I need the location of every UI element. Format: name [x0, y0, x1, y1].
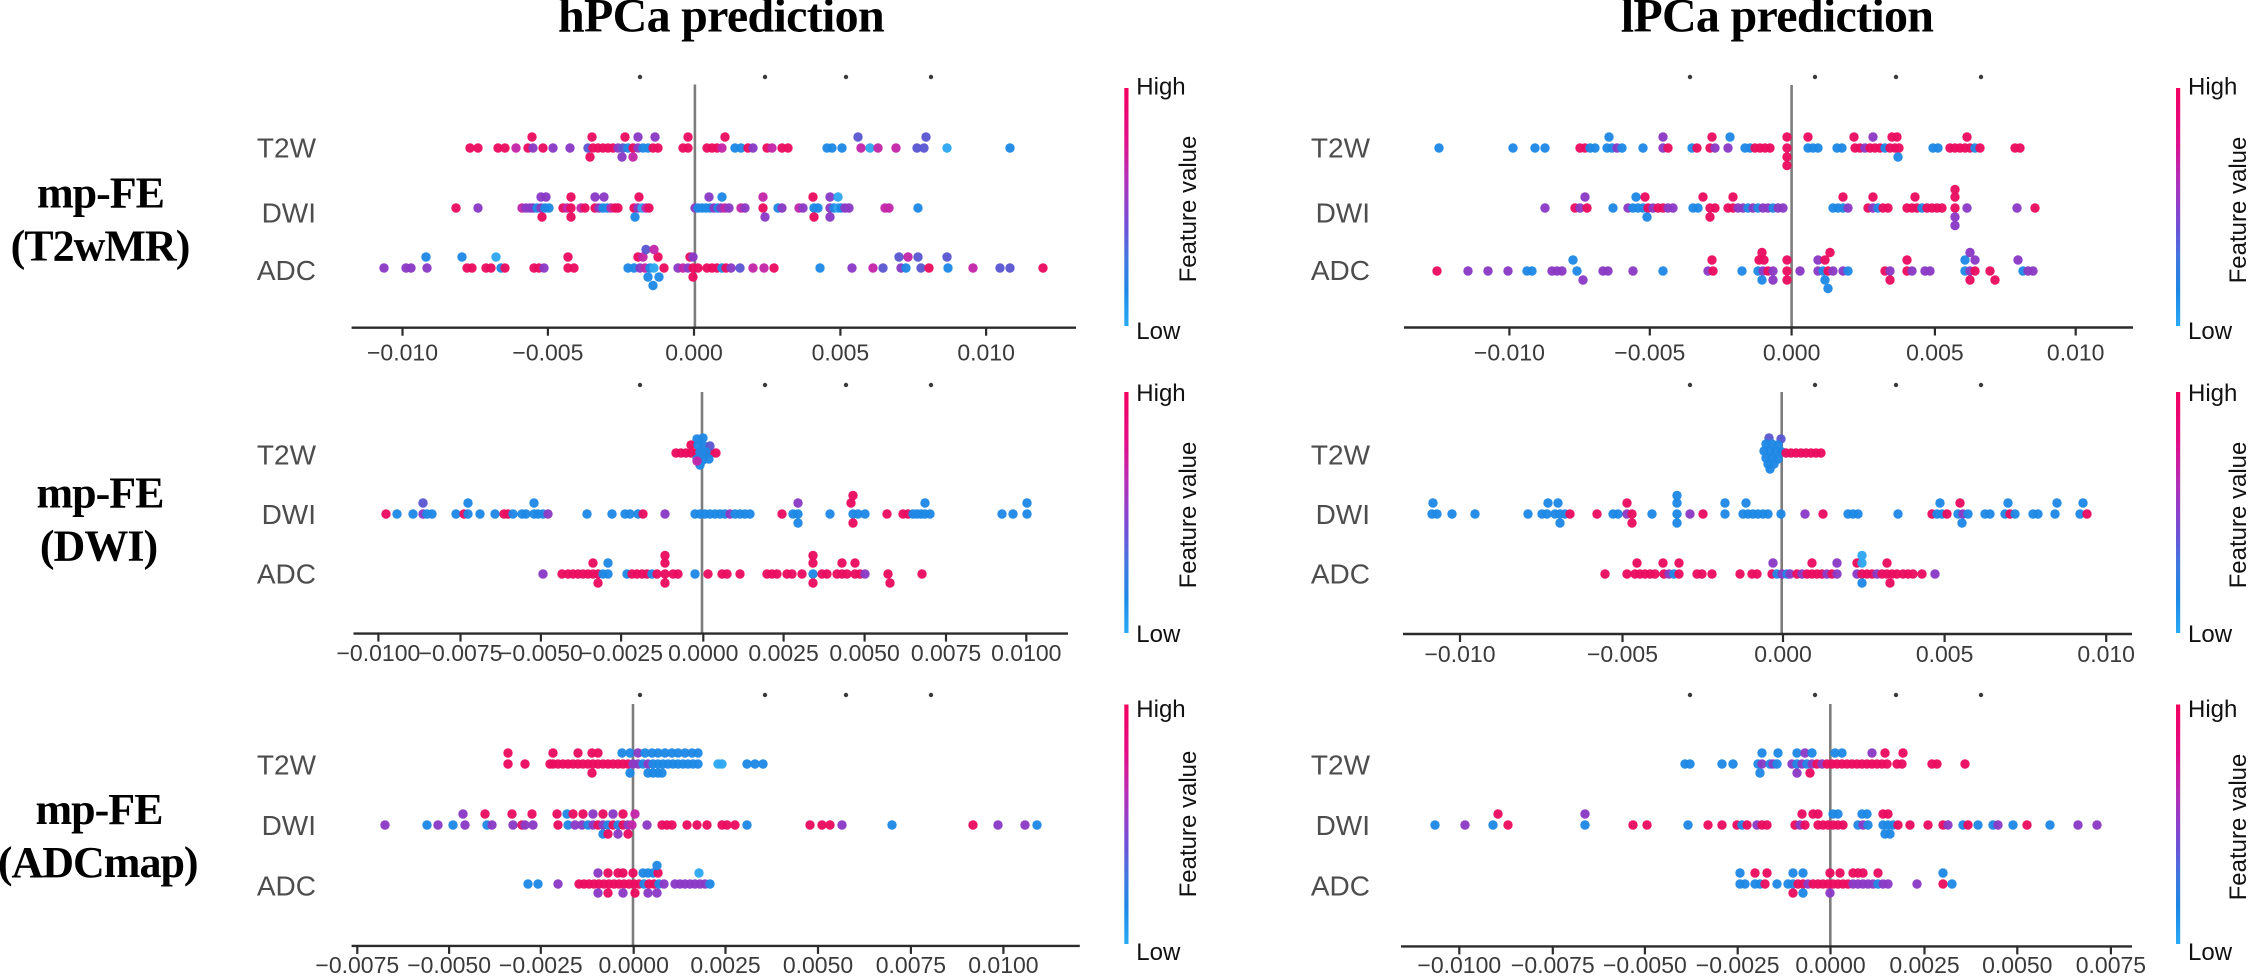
svg-text:−0.0075: −0.0075 [315, 952, 399, 978]
svg-text:ADC: ADC [257, 559, 316, 590]
svg-text:−0.0075: −0.0075 [419, 640, 503, 666]
svg-text:T2W: T2W [257, 749, 317, 780]
svg-text:T2W: T2W [257, 439, 317, 470]
svg-text:0.0100: 0.0100 [991, 640, 1061, 666]
svg-text:0.000: 0.000 [1763, 340, 1821, 366]
svg-text:−0.0050: −0.0050 [407, 952, 491, 978]
svg-text:0.005: 0.005 [1906, 340, 1964, 366]
svg-text:Feature value: Feature value [2225, 137, 2250, 284]
svg-text:DWI: DWI [1316, 499, 1370, 530]
svg-text:0.000: 0.000 [1754, 641, 1812, 667]
svg-text:−0.005: −0.005 [1587, 641, 1658, 667]
svg-text:−0.010: −0.010 [1474, 340, 1545, 366]
svg-text:0.0100: 0.0100 [968, 952, 1038, 978]
svg-text:High: High [2188, 74, 2237, 101]
svg-text:High: High [2188, 380, 2237, 407]
svg-text:0.0025: 0.0025 [1889, 952, 1959, 978]
svg-text:ADC: ADC [257, 255, 316, 286]
svg-text:DWI: DWI [262, 198, 316, 229]
svg-text:Low: Low [2188, 621, 2233, 648]
svg-text:High: High [1136, 696, 1185, 723]
svg-text:Low: Low [2188, 939, 2233, 966]
svg-text:−0.010: −0.010 [1425, 641, 1496, 667]
svg-text:0.005: 0.005 [812, 340, 870, 366]
svg-text:0.0075: 0.0075 [2076, 952, 2146, 978]
svg-text:Low: Low [1136, 318, 1181, 345]
svg-text:−0.0100: −0.0100 [1417, 952, 1501, 978]
svg-text:0.0050: 0.0050 [829, 640, 899, 666]
svg-text:DWI: DWI [262, 810, 316, 841]
svg-text:High: High [1136, 380, 1185, 407]
svg-text:0.0025: 0.0025 [690, 952, 760, 978]
svg-text:Low: Low [2188, 318, 2233, 345]
svg-text:Feature value: Feature value [1175, 442, 1202, 589]
svg-text:0.0000: 0.0000 [668, 640, 738, 666]
svg-text:0.0075: 0.0075 [911, 640, 981, 666]
svg-text:−0.0025: −0.0025 [579, 640, 663, 666]
svg-text:0.000: 0.000 [665, 340, 723, 366]
svg-text:mp-FE: mp-FE [36, 785, 163, 834]
svg-text:ADC: ADC [1311, 255, 1370, 286]
svg-text:ADC: ADC [1311, 871, 1370, 902]
svg-text:High: High [2188, 696, 2237, 723]
svg-text:Low: Low [1136, 939, 1181, 966]
svg-text:(DWI): (DWI) [40, 522, 157, 571]
svg-text:−0.0100: −0.0100 [337, 640, 421, 666]
svg-text:−0.005: −0.005 [1614, 340, 1685, 366]
svg-text:0.0050: 0.0050 [1982, 952, 2052, 978]
svg-text:−0.0025: −0.0025 [1696, 952, 1780, 978]
svg-text:(T2wMR): (T2wMR) [11, 222, 190, 271]
svg-text:ADC: ADC [1311, 559, 1370, 590]
svg-text:T2W: T2W [1311, 133, 1371, 164]
svg-text:−0.0075: −0.0075 [1511, 952, 1595, 978]
svg-text:Low: Low [1136, 621, 1181, 648]
svg-text:Feature value: Feature value [1175, 751, 1202, 898]
svg-text:hPCa prediction: hPCa prediction [558, 0, 884, 43]
svg-text:0.0025: 0.0025 [748, 640, 818, 666]
svg-text:0.010: 0.010 [2077, 641, 2135, 667]
svg-text:0.0000: 0.0000 [599, 952, 669, 978]
svg-text:0.005: 0.005 [1916, 641, 1974, 667]
svg-text:−0.0050: −0.0050 [499, 640, 583, 666]
svg-text:DWI: DWI [262, 499, 316, 530]
svg-text:−0.0050: −0.0050 [1603, 952, 1687, 978]
svg-text:T2W: T2W [257, 133, 317, 164]
svg-text:0.010: 0.010 [957, 340, 1015, 366]
svg-text:T2W: T2W [1311, 439, 1371, 470]
svg-text:−0.005: −0.005 [512, 340, 583, 366]
svg-text:(ADCmap): (ADCmap) [0, 838, 198, 887]
svg-text:lPCa prediction: lPCa prediction [1621, 0, 1934, 43]
svg-text:DWI: DWI [1316, 198, 1370, 229]
svg-text:0.0000: 0.0000 [1795, 952, 1865, 978]
svg-text:High: High [1136, 74, 1185, 101]
svg-text:−0.010: −0.010 [367, 340, 438, 366]
svg-text:0.0075: 0.0075 [876, 952, 946, 978]
svg-text:Feature value: Feature value [2225, 442, 2250, 589]
svg-text:−0.0025: −0.0025 [499, 952, 583, 978]
svg-text:0.010: 0.010 [2047, 340, 2105, 366]
svg-text:DWI: DWI [1316, 810, 1370, 841]
svg-text:mp-FE: mp-FE [37, 469, 164, 518]
svg-text:mp-FE: mp-FE [37, 169, 164, 218]
svg-text:T2W: T2W [1311, 749, 1371, 780]
svg-text:Feature value: Feature value [2225, 754, 2250, 901]
svg-text:ADC: ADC [257, 871, 316, 902]
svg-text:Feature value: Feature value [1175, 136, 1202, 283]
svg-text:0.0050: 0.0050 [783, 952, 853, 978]
